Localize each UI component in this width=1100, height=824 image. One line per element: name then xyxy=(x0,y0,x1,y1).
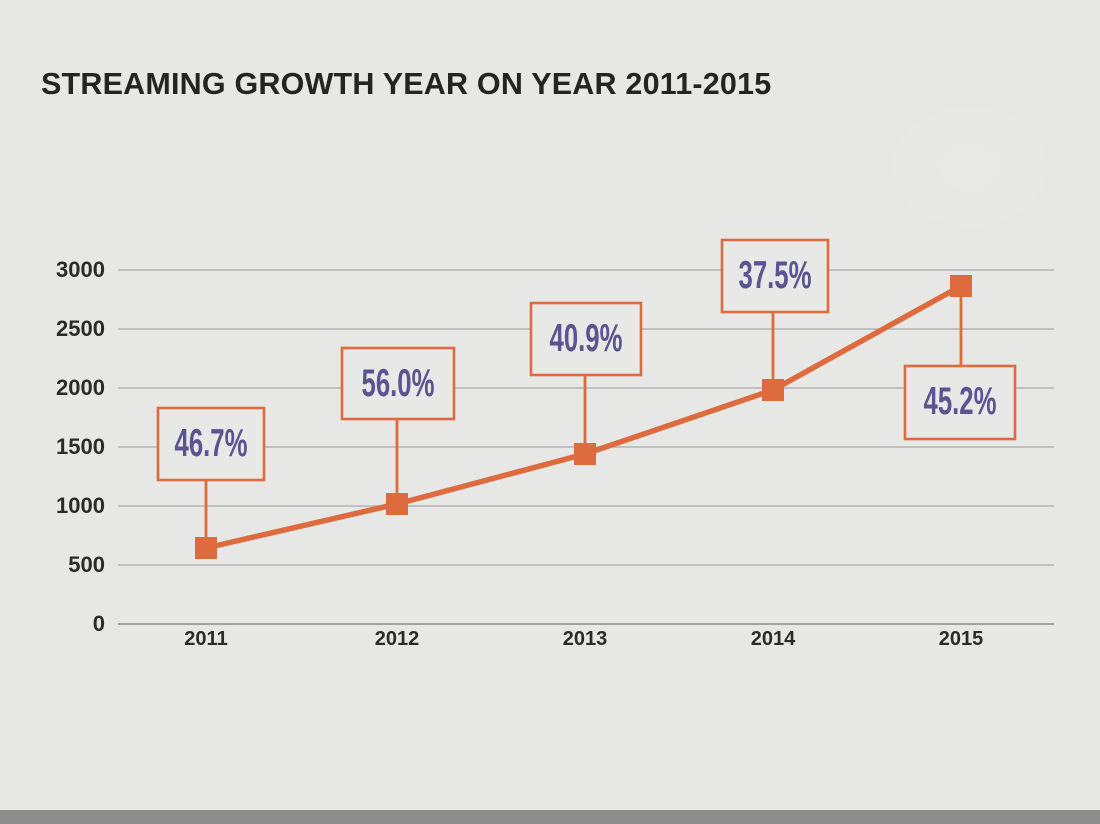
svg-text:2015: 2015 xyxy=(939,628,984,650)
svg-text:2011: 2011 xyxy=(184,628,227,650)
svg-text:56.0%: 56.0% xyxy=(362,361,435,405)
svg-text:40.9%: 40.9% xyxy=(550,316,623,360)
svg-text:1500: 1500 xyxy=(56,434,105,459)
svg-text:2500: 2500 xyxy=(56,316,105,341)
svg-text:500: 500 xyxy=(68,552,105,577)
svg-text:37.5%: 37.5% xyxy=(739,253,812,297)
svg-text:2000: 2000 xyxy=(56,375,105,400)
svg-text:45.2%: 45.2% xyxy=(924,379,997,423)
svg-text:0: 0 xyxy=(93,611,105,636)
svg-text:46.7%: 46.7% xyxy=(175,421,248,465)
svg-text:2014: 2014 xyxy=(751,628,796,650)
svg-text:2013: 2013 xyxy=(563,628,608,650)
svg-text:1000: 1000 xyxy=(56,493,105,518)
svg-text:2012: 2012 xyxy=(375,628,420,650)
svg-text:3000: 3000 xyxy=(56,257,105,282)
